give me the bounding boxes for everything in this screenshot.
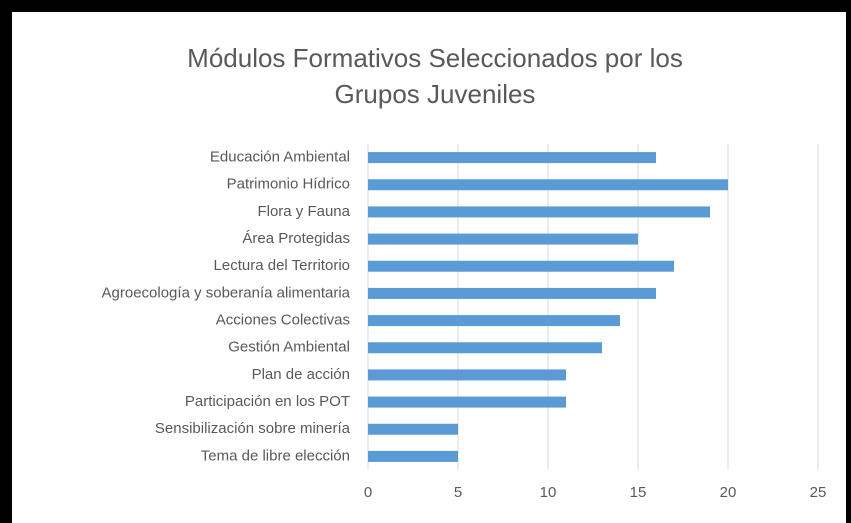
y-tick-label: Sensibilización sobre minería xyxy=(155,420,351,437)
bar xyxy=(368,152,656,164)
bar xyxy=(368,179,728,191)
y-tick-label: Plan de acción xyxy=(252,366,350,383)
chart-title: Módulos Formativos Seleccionados por los… xyxy=(187,43,683,109)
y-tick-label: Educación Ambiental xyxy=(210,149,350,166)
x-tick-label: 0 xyxy=(364,484,372,501)
bar xyxy=(368,450,458,462)
x-tick-label: 10 xyxy=(540,484,557,501)
x-tick-label: 5 xyxy=(454,484,462,501)
x-tick-label: 15 xyxy=(630,484,647,501)
bar xyxy=(368,260,674,272)
y-tick-label: Participación en los POT xyxy=(185,393,350,410)
y-tick-label: Gestión Ambiental xyxy=(228,339,350,356)
y-tick-label: Lectura del Territorio xyxy=(214,257,350,274)
bar xyxy=(368,233,638,245)
bar xyxy=(368,369,566,381)
y-tick-label: Patrimonio Hídrico xyxy=(227,176,350,193)
bar xyxy=(368,315,620,327)
x-tick-label: 25 xyxy=(810,484,827,501)
bar xyxy=(368,287,656,299)
y-tick-label: Agroecología y soberanía alimentaria xyxy=(102,284,351,301)
bar xyxy=(368,423,458,435)
y-tick-label: Flora y Fauna xyxy=(257,203,350,220)
x-tick-label: 20 xyxy=(720,484,737,501)
bar xyxy=(368,206,710,218)
y-tick-label: Tema de libre elección xyxy=(201,447,350,464)
y-tick-label: Acciones Colectivas xyxy=(216,312,350,329)
y-tick-label: Área Protegidas xyxy=(242,230,350,247)
bar xyxy=(368,396,566,408)
bar xyxy=(368,342,602,354)
